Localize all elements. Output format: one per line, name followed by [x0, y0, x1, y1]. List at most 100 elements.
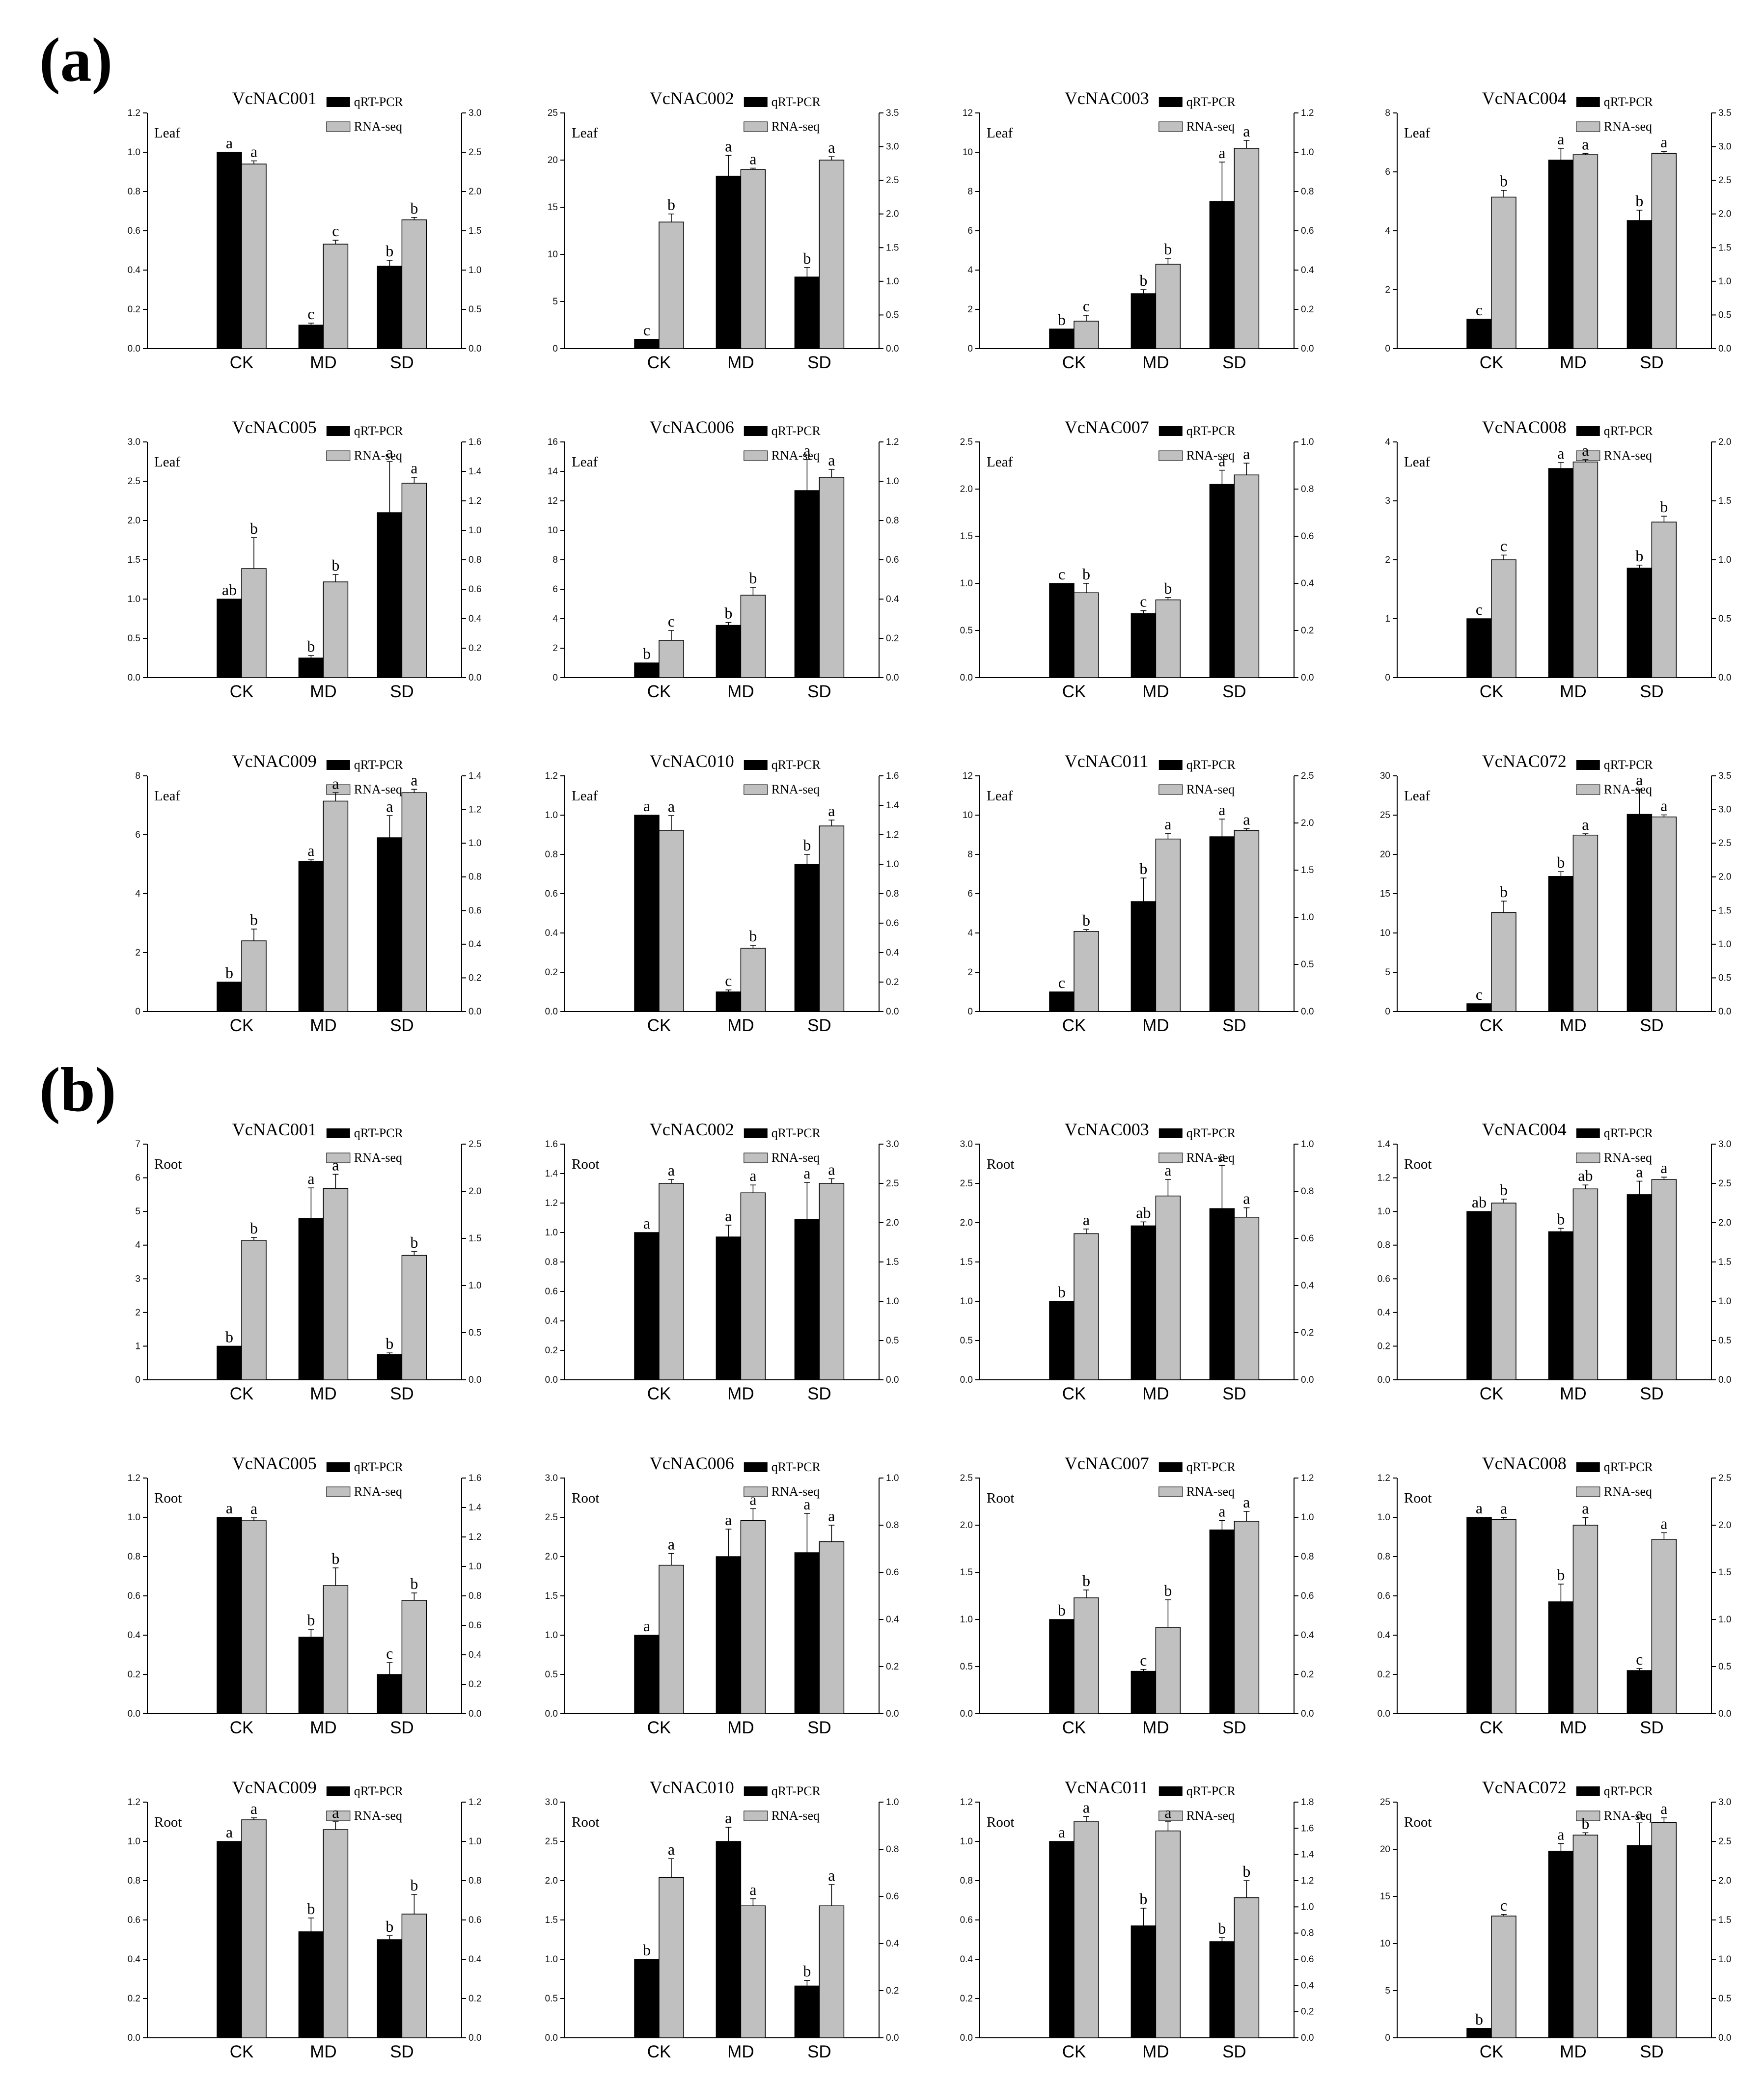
right-tick-label: 0.5 — [1718, 1994, 1731, 2004]
significance-letter: a — [803, 441, 810, 459]
qpcr-bar-md — [298, 1931, 324, 2038]
left-tick-label: 4 — [552, 614, 558, 624]
left-tick-label: 8 — [967, 849, 973, 860]
chart-title: VcNAC007 — [1065, 1453, 1149, 1473]
left-tick-label: 0 — [135, 1007, 140, 1017]
significance-letter: b — [1475, 2010, 1483, 2028]
chart-title: VcNAC007 — [1065, 417, 1149, 437]
right-tick-label: 1.0 — [1718, 555, 1731, 565]
significance-letter: b — [1139, 1890, 1147, 1908]
significance-letter: a — [1660, 797, 1667, 815]
category-label: CK — [1062, 353, 1086, 372]
legend-swatch-rnaseq — [1576, 1152, 1600, 1163]
qpcr-bar-ck — [1049, 1841, 1075, 2038]
legend-swatch-rnaseq — [744, 1486, 768, 1497]
category-label: SD — [1640, 353, 1664, 372]
significance-letter: a — [1500, 1500, 1507, 1517]
rnaseq-bar-ck — [1491, 196, 1516, 349]
legend-swatch-rnaseq — [1158, 1486, 1183, 1497]
qpcr-bar-ck — [1049, 583, 1075, 678]
left-tick-label: 2.0 — [960, 484, 973, 494]
left-tick-label: 0.2 — [545, 967, 558, 978]
significance-letter: b — [1500, 1181, 1508, 1199]
rnaseq-bar-ck — [659, 221, 684, 349]
legend-swatch-qpcr — [1158, 97, 1183, 107]
left-tick-label: 1.5 — [960, 1257, 973, 1267]
significance-letter: a — [1582, 816, 1589, 833]
rnaseq-bar-ck — [659, 830, 684, 1012]
left-tick-label: 0.0 — [128, 673, 140, 683]
right-tick-label: 0.8 — [1301, 1552, 1314, 1562]
legend-label-qpcr: qRT-PCR — [354, 1460, 404, 1474]
left-tick-label: 15 — [548, 202, 558, 213]
significance-letter: c — [1500, 1896, 1507, 1914]
right-tick-label: 3.0 — [1718, 142, 1731, 152]
left-tick-label: 0.0 — [545, 1709, 558, 1719]
qpcr-bar-sd — [377, 1354, 403, 1380]
right-tick-label: 1.4 — [1301, 1850, 1314, 1860]
chart-VcNAC006-leaf: VcNAC006 Leaf qRT-PCR RNA-seq 0 2 4 6 8 10 12 14 16 0… — [548, 417, 899, 701]
right-tick-label: 3.0 — [1718, 805, 1731, 815]
right-tick-label: 0.0 — [1718, 1375, 1731, 1385]
significance-letter: b — [1082, 565, 1090, 583]
right-tick-label: 0.0 — [1301, 344, 1314, 354]
category-label: SD — [390, 1718, 414, 1737]
category-label: SD — [807, 353, 831, 372]
qpcr-bar-md — [1130, 293, 1157, 349]
left-tick-label: 2.0 — [960, 1218, 973, 1228]
right-tick-label: 0.8 — [469, 872, 481, 882]
legend-label-rnaseq: RNA-seq — [354, 119, 402, 134]
rnaseq-bar-ck — [1074, 592, 1099, 678]
qpcr-bar-sd — [377, 1674, 403, 1714]
legend-swatch-qpcr — [744, 1786, 768, 1796]
rnaseq-bar-ck — [241, 164, 267, 349]
rnaseq-bar-ck — [1491, 1203, 1516, 1380]
left-tick-label: 6 — [1385, 167, 1390, 177]
right-tick-label: 0.6 — [1301, 531, 1314, 542]
legend-swatch-rnaseq — [326, 1810, 351, 1821]
right-tick-label: 0.6 — [1301, 1591, 1314, 1601]
legend-label-rnaseq: RNA-seq — [1604, 448, 1652, 463]
significance-letter: a — [803, 1164, 810, 1182]
tissue-label: Root — [572, 1156, 599, 1172]
right-tick-label: 3.0 — [469, 108, 481, 118]
left-tick-label: 5 — [552, 297, 558, 307]
legend-swatch-qpcr — [326, 760, 350, 770]
left-tick-label: 1.2 — [960, 1797, 973, 1808]
left-tick-label: 2 — [1385, 285, 1390, 295]
significance-letter: a — [725, 1207, 732, 1225]
qpcr-bar-sd — [377, 512, 403, 678]
right-tick-label: 0.8 — [1301, 187, 1314, 197]
left-tick-label: 0 — [1385, 673, 1390, 683]
significance-letter: a — [749, 150, 756, 167]
category-label: CK — [647, 1384, 671, 1403]
left-tick-label: 10 — [548, 525, 558, 536]
right-tick-label: 1.2 — [469, 1532, 481, 1542]
rnaseq-bar-ck — [241, 1819, 267, 2038]
rnaseq-bar-md — [1155, 1830, 1181, 2038]
left-tick-label: 1 — [1385, 614, 1390, 624]
right-tick-label: 2.5 — [1718, 175, 1731, 186]
right-tick-label: 1.0 — [1718, 1296, 1731, 1307]
significance-letter: a — [411, 459, 417, 477]
category-label: MD — [727, 682, 754, 701]
category-label: MD — [1142, 353, 1169, 372]
category-label: SD — [390, 2042, 414, 2061]
right-tick-label: 1.5 — [1718, 905, 1731, 916]
category-label: CK — [1480, 1384, 1504, 1403]
qpcr-bar-ck — [217, 1345, 242, 1380]
significance-letter: b — [225, 1328, 233, 1345]
significance-letter: a — [828, 1507, 835, 1525]
significance-letter: a — [1083, 1798, 1090, 1816]
rnaseq-bar-ck — [1074, 1597, 1099, 1714]
right-tick-label: 2.5 — [469, 147, 481, 158]
tissue-label: Root — [987, 1156, 1014, 1172]
chart-title: VcNAC072 — [1482, 751, 1567, 771]
category-label: MD — [310, 1718, 336, 1737]
significance-letter: b — [1164, 240, 1172, 258]
right-tick-label: 0.6 — [469, 584, 481, 595]
rnaseq-bar-ck — [1074, 321, 1099, 349]
significance-letter: b — [331, 556, 339, 574]
tissue-label: Leaf — [154, 454, 180, 470]
right-tick-label: 0.0 — [469, 344, 481, 354]
